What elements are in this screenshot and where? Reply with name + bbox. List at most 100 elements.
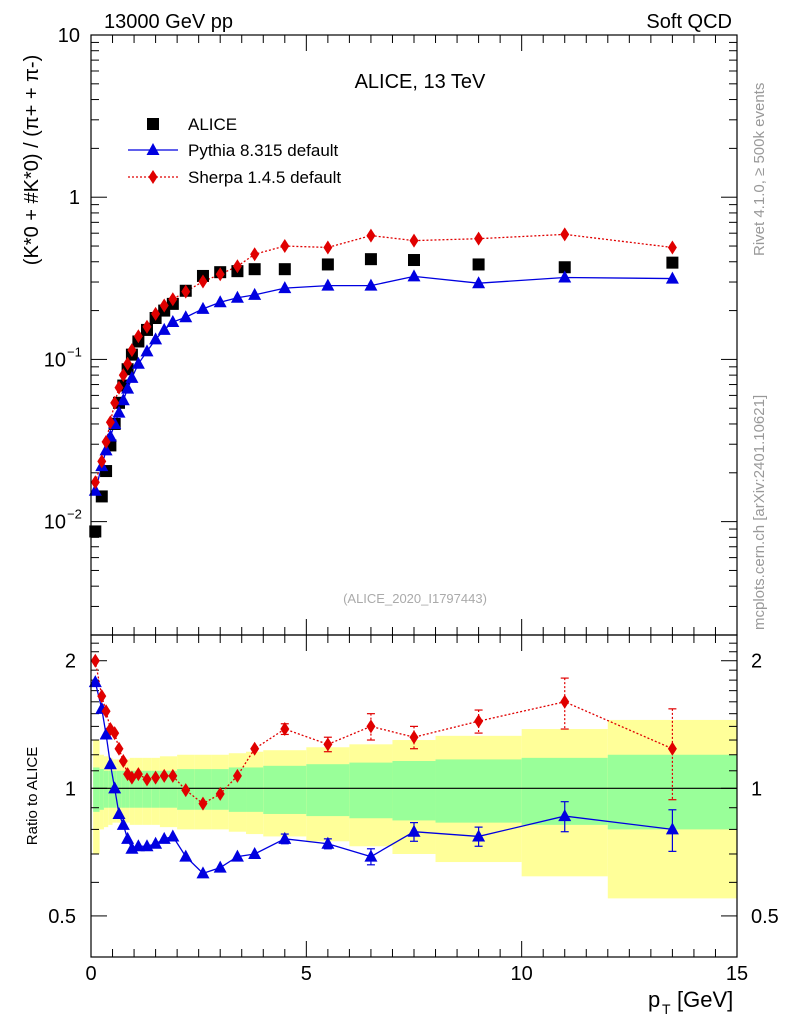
pythia-point bbox=[112, 405, 126, 418]
sherpa-point bbox=[198, 274, 208, 289]
ratio-frame bbox=[90, 634, 738, 958]
legend-label: Pythia 8.315 default bbox=[188, 141, 339, 160]
sherpa-point bbox=[151, 306, 161, 321]
pythia-ratio-point bbox=[665, 822, 679, 835]
sherpa-ratio-point bbox=[151, 770, 161, 785]
ratio-y-tick-label-right: 2 bbox=[751, 651, 762, 673]
sherpa-ratio-point bbox=[97, 689, 107, 704]
pythia-ratio-point bbox=[230, 849, 244, 862]
sherpa-ratio-point bbox=[114, 741, 124, 756]
sherpa-ratio-point bbox=[181, 783, 191, 798]
x-tick-label: 5 bbox=[301, 963, 312, 985]
alice-point bbox=[558, 261, 571, 274]
ratio-y-tick-label-right: 0.5 bbox=[751, 906, 779, 928]
pythia-point bbox=[179, 310, 193, 323]
sherpa-point bbox=[215, 267, 225, 282]
pythia-point bbox=[213, 295, 227, 308]
sherpa-line bbox=[94, 233, 673, 483]
analysis-label: (ALICE_2020_I1797443) bbox=[343, 591, 487, 606]
x-axis-label: p T [GeV] bbox=[648, 987, 733, 1017]
legend-marker bbox=[148, 170, 158, 184]
pythia-point bbox=[88, 483, 102, 496]
sherpa-ratio-point bbox=[142, 772, 152, 787]
pythia-point bbox=[125, 370, 139, 383]
pythia-point bbox=[99, 443, 113, 456]
alice-point bbox=[364, 253, 377, 266]
pythia-ratio-point bbox=[364, 849, 378, 862]
sherpa-ratio-point bbox=[215, 786, 225, 801]
sherpa-ratio-point bbox=[667, 741, 677, 756]
pythia-ratio-point bbox=[166, 829, 180, 842]
uncertainty-band-inner bbox=[93, 767, 100, 812]
pythia-ratio-point bbox=[472, 829, 486, 842]
alice-point bbox=[472, 258, 485, 271]
xlabel-unit: [GeV] bbox=[677, 987, 733, 1012]
y-tick-exponent: −2 bbox=[67, 507, 82, 522]
pythia-ratio-point bbox=[121, 831, 135, 844]
sherpa-point bbox=[133, 329, 143, 344]
sherpa-ratio-point bbox=[409, 730, 419, 745]
sherpa-point bbox=[560, 227, 570, 242]
uncertainty-band-inner bbox=[116, 770, 122, 808]
sherpa-point bbox=[409, 233, 419, 248]
rivet-version-text: Rivet 4.1.0, ≥ 500k events bbox=[751, 83, 768, 256]
pythia-ratio-point bbox=[149, 836, 163, 849]
pythia-ratio-point bbox=[213, 860, 227, 873]
sherpa-ratio-point bbox=[110, 726, 120, 741]
sherpa-point bbox=[123, 356, 133, 371]
ratio-y-tick-label: 1 bbox=[65, 778, 76, 800]
ratio-ylabel: Ratio to ALICE bbox=[24, 747, 41, 845]
uncertainty-band-inner bbox=[392, 761, 436, 821]
main-ylabel-group: (K*0 + #K*0) / (π+ + π-) bbox=[21, 55, 43, 265]
legend-label: ALICE bbox=[188, 115, 237, 134]
sherpa-point bbox=[118, 368, 128, 383]
pythia-point bbox=[140, 344, 154, 357]
uncertainty-band-inner bbox=[151, 770, 160, 808]
uncertainty-band-inner bbox=[108, 770, 113, 808]
pythia-point bbox=[149, 332, 163, 345]
pythia-point bbox=[121, 381, 135, 394]
alice-point bbox=[408, 254, 420, 267]
uncertainty-band-inner bbox=[121, 770, 126, 808]
sherpa-ratio-point bbox=[474, 714, 484, 729]
pythia-point bbox=[558, 270, 572, 283]
sherpa-ratio-point bbox=[168, 768, 178, 783]
y-tick-exponent: −1 bbox=[67, 344, 82, 359]
uncertainty-band-inner bbox=[349, 762, 393, 819]
sherpa-point bbox=[232, 259, 242, 274]
sherpa-point bbox=[101, 434, 111, 449]
sherpa-point bbox=[168, 292, 178, 307]
y-tick-label: 10 bbox=[58, 25, 80, 47]
ratio-ylabel-group: Ratio to ALICE bbox=[24, 747, 41, 845]
pythia-ratio-point bbox=[103, 757, 117, 770]
sherpa-ratio-point bbox=[232, 768, 242, 783]
ratio-y-tick-label: 0.5 bbox=[48, 906, 76, 928]
sherpa-point bbox=[474, 231, 484, 246]
sherpa-ratio-point bbox=[366, 719, 376, 734]
sherpa-ratio-point bbox=[250, 741, 260, 756]
pythia-point bbox=[278, 281, 292, 294]
pythia-point bbox=[116, 393, 130, 406]
pythia-ratio-point bbox=[112, 806, 126, 819]
pythia-point bbox=[131, 356, 145, 369]
pythia-ratio-point bbox=[278, 831, 292, 844]
legend-label: Sherpa 1.4.5 default bbox=[188, 168, 341, 187]
uncertainty-band-inner bbox=[228, 767, 247, 812]
pythia-point bbox=[407, 269, 421, 282]
sherpa-point bbox=[114, 380, 124, 395]
pythia-point bbox=[364, 278, 378, 291]
sherpa-point bbox=[97, 454, 107, 469]
pythia-line bbox=[94, 275, 673, 491]
pythia-ratio-point bbox=[407, 824, 421, 837]
y-tick-label: 1 bbox=[69, 187, 80, 209]
ratio-y-tick-label: 2 bbox=[65, 651, 76, 673]
alice-point bbox=[248, 263, 261, 276]
legend: ALICE Pythia 8.315 default Sherpa 1.4.5 de… bbox=[128, 115, 341, 187]
pythia-ratio-point bbox=[108, 781, 122, 794]
mcplots-credit-text: mcplots.cern.ch [arXiv:2401.10621] bbox=[751, 395, 768, 630]
plot-title: ALICE, 13 TeV bbox=[355, 71, 486, 93]
sherpa-ratio-point bbox=[133, 767, 143, 782]
alice-point bbox=[89, 525, 102, 538]
pythia-ratio-point bbox=[116, 817, 130, 830]
